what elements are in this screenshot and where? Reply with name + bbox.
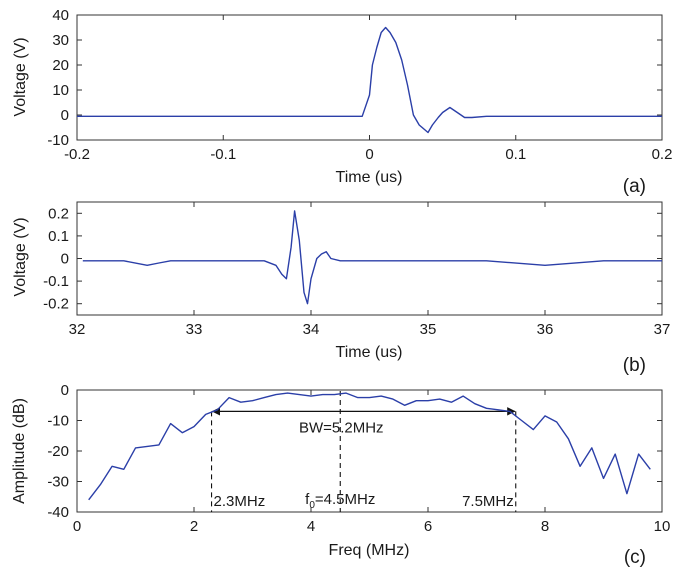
y-tick-label: 0.2 [48,205,69,222]
panel-a-label: (a) [623,176,646,197]
panel-a: -0.2 -0.1 0 0.1 0.2 -10 0 10 20 30 40 Time (us) V… [12,7,672,197]
y-tick-label: 0 [61,251,69,268]
x-tick-label: -0.2 [64,146,90,163]
panel-a-ylabel: Voltage (V) [12,37,29,116]
y-tick-label: 0.1 [48,228,69,245]
panel-b-x-ticks: 32 33 34 35 36 37 [69,202,671,338]
y-tick-label: -0.2 [43,296,69,313]
y-tick-label: 30 [52,32,69,49]
y-tick-label: -40 [47,504,69,521]
center-frequency-label: f0=4.5MHz [305,491,375,511]
x-tick-label: 0.2 [652,146,673,163]
y-tick-label: 40 [52,7,69,24]
x-tick-label: 2 [190,518,198,535]
x-tick-label: 36 [537,321,554,338]
y-tick-label: -0.1 [43,273,69,290]
panel-a-xlabel: Time (us) [336,169,403,186]
x-tick-label: 0 [365,146,373,163]
bw-label: BW=5.2MHz [299,419,384,436]
y-tick-label: 10 [52,82,69,99]
x-tick-label: 10 [654,518,671,535]
y-tick-label: 0 [61,382,69,399]
panel-a-frame [76,14,663,141]
panel-b: 32 33 34 35 36 37 -0.2 -0.1 0 0.1 0.2 Time (us) V… [12,201,671,376]
y-tick-label: -10 [47,132,69,149]
panel-c-x-ticks: 0 2 4 6 8 10 [73,390,671,535]
y-tick-label: -30 [47,474,69,491]
x-tick-label: -0.1 [210,146,236,163]
panel-c-series-line [88,392,651,501]
panel-c-ylabel: Amplitude (dB) [11,398,28,504]
x-tick-label: 0 [73,518,81,535]
x-tick-label: 37 [654,321,671,338]
x-tick-label: 8 [541,518,549,535]
panel-c-label: (c) [624,547,646,568]
y-tick-label: -10 [47,413,69,430]
bw-left-label: 2.3MHz [214,493,266,510]
x-tick-label: 34 [303,321,320,338]
x-tick-label: 6 [424,518,432,535]
panel-a-x-ticks: -0.2 -0.1 0 0.1 0.2 [64,15,672,163]
x-tick-label: 35 [420,321,437,338]
panel-c-xlabel: Freq (MHz) [329,542,410,559]
panel-b-series-line [82,210,662,305]
panel-b-frame [76,201,663,316]
panel-a-y-ticks: -10 0 10 20 30 40 [47,7,662,149]
panel-c: BW=5.2MHz 2.3MHz 7.5MHz f0=4.5MHz 0 2 4 6 8 1… [11,382,670,568]
panel-a-series-line [77,26,662,134]
y-tick-label: 20 [52,57,69,74]
center-frequency-subscript: 0 [309,500,315,511]
panel-b-ylabel: Voltage (V) [12,217,29,296]
panel-c-y-ticks: -40 -30 -20 -10 0 [47,382,662,521]
panel-b-xlabel: Time (us) [336,344,403,361]
panel-b-label: (b) [623,355,646,376]
x-tick-label: 33 [186,321,203,338]
y-tick-label: 0 [61,107,69,124]
bw-right-label: 7.5MHz [462,493,514,510]
center-frequency-value: =4.5MHz [315,491,375,508]
y-tick-label: -20 [47,443,69,460]
x-tick-label: 32 [69,321,86,338]
panel-c-annotations: BW=5.2MHz 2.3MHz 7.5MHz f0=4.5MHz [211,391,517,512]
panel-b-y-ticks: -0.2 -0.1 0 0.1 0.2 [43,205,662,313]
x-tick-label: 0.1 [505,146,526,163]
x-tick-label: 4 [307,518,315,535]
